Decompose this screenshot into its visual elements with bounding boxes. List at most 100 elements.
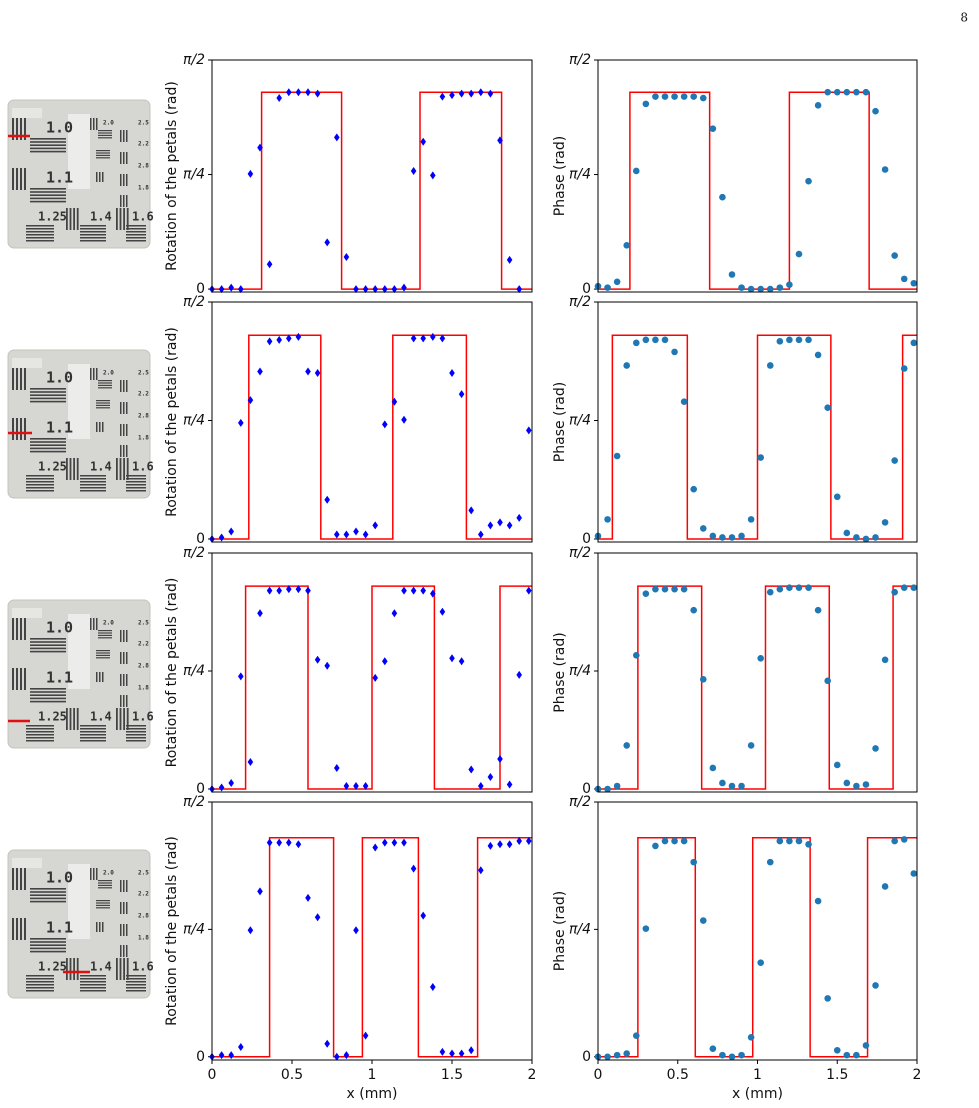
target-bar (126, 445, 128, 457)
data-point (382, 285, 388, 294)
data-point (257, 887, 263, 896)
target-bar (16, 418, 18, 440)
target-bar (126, 945, 128, 957)
data-point (757, 285, 764, 293)
y-tick-label: π/2 (183, 545, 205, 561)
target-bar (30, 944, 66, 946)
target-bar (26, 725, 54, 727)
data-point (891, 837, 898, 845)
data-point (891, 252, 898, 259)
data-point (853, 534, 860, 541)
target-bar (126, 458, 129, 480)
target-bar (96, 157, 110, 159)
data-point (276, 335, 282, 344)
target-label: 2.0 (103, 120, 114, 127)
data-point (391, 397, 398, 406)
target-bar (30, 644, 66, 646)
target-bar (80, 981, 106, 983)
data-point (824, 88, 831, 96)
target-bar (126, 990, 146, 992)
target-bar (30, 391, 66, 393)
target-label: 2.5 (138, 120, 149, 127)
data-point (295, 88, 302, 97)
target-bar (98, 884, 112, 886)
target-bar (26, 225, 54, 227)
target-bar (126, 734, 146, 736)
target-bar (123, 424, 125, 436)
x-tick-label: 1 (753, 1067, 762, 1083)
axes-frame (211, 801, 533, 1061)
data-point (324, 238, 330, 247)
target-label: 1.8 (138, 185, 149, 192)
data-point (795, 250, 803, 258)
target-label: 2.2 (138, 891, 149, 898)
data-point (430, 983, 436, 992)
y-tick-label: 0 (582, 281, 591, 297)
axes-frame (597, 801, 918, 1061)
data-point (900, 584, 908, 591)
data-point (862, 88, 870, 96)
target-label: 2.8 (138, 163, 149, 170)
data-point (391, 609, 398, 618)
data-point (881, 519, 889, 526)
target-bar (90, 618, 92, 630)
data-point (506, 780, 513, 789)
target-bar (126, 902, 128, 914)
data-point (420, 911, 426, 920)
target-bar (26, 484, 54, 486)
target-label: 1.4 (90, 710, 112, 724)
target-bar (119, 958, 122, 980)
data-point (286, 585, 292, 594)
target-bar (80, 731, 106, 733)
target-label: 2.0 (103, 620, 114, 627)
data-point (891, 588, 898, 596)
target-bar (80, 725, 106, 727)
data-point (862, 781, 870, 788)
axes-frame (597, 301, 918, 543)
data-point (690, 606, 697, 614)
data-point (632, 651, 640, 659)
target-bar (120, 445, 122, 457)
target-bar (123, 402, 125, 414)
data-point (334, 763, 340, 772)
data-point (305, 367, 311, 376)
data-point (497, 840, 503, 849)
target-label: 1.6 (132, 960, 154, 974)
data-point (238, 418, 244, 427)
data-point (613, 452, 621, 460)
x-tick-label: 0.5 (667, 1067, 689, 1083)
data-point (604, 1053, 611, 1061)
data-point (623, 742, 631, 749)
target-bar (66, 208, 68, 230)
target-bar (96, 868, 98, 880)
axes-frame (211, 59, 533, 293)
target-inner (68, 114, 90, 189)
x-axis-label: x (mm) (347, 1086, 398, 1102)
target-bar (120, 174, 122, 186)
y-tick-label: 0 (196, 781, 205, 797)
x-tick-label: 1.5 (441, 1067, 463, 1083)
target-label: 1.4 (90, 460, 112, 474)
target-bar (30, 694, 66, 696)
target-bar (26, 975, 54, 977)
target-bar (30, 900, 66, 903)
data-point (353, 527, 359, 536)
data-point (699, 525, 707, 532)
target-bar (126, 490, 146, 492)
data-point (795, 336, 803, 344)
target-bar (123, 945, 125, 957)
y-axis-label: Rotation of the petals (rad) (164, 836, 180, 1026)
data-point (881, 883, 889, 890)
target-bar (126, 740, 146, 742)
data-point (738, 782, 745, 790)
target-bar (12, 918, 14, 940)
target-bar (120, 380, 122, 392)
target-bar (16, 868, 18, 890)
data-point (766, 362, 774, 369)
data-point (853, 1051, 860, 1059)
target-bar (26, 740, 54, 742)
target-bar (96, 650, 110, 652)
target-image: 1.0 1.1 1.25 1.4 1.6 2.0 2.5 2.2 2.8 1.8 (7, 99, 154, 249)
data-point (795, 584, 803, 591)
target-bar (120, 652, 122, 664)
